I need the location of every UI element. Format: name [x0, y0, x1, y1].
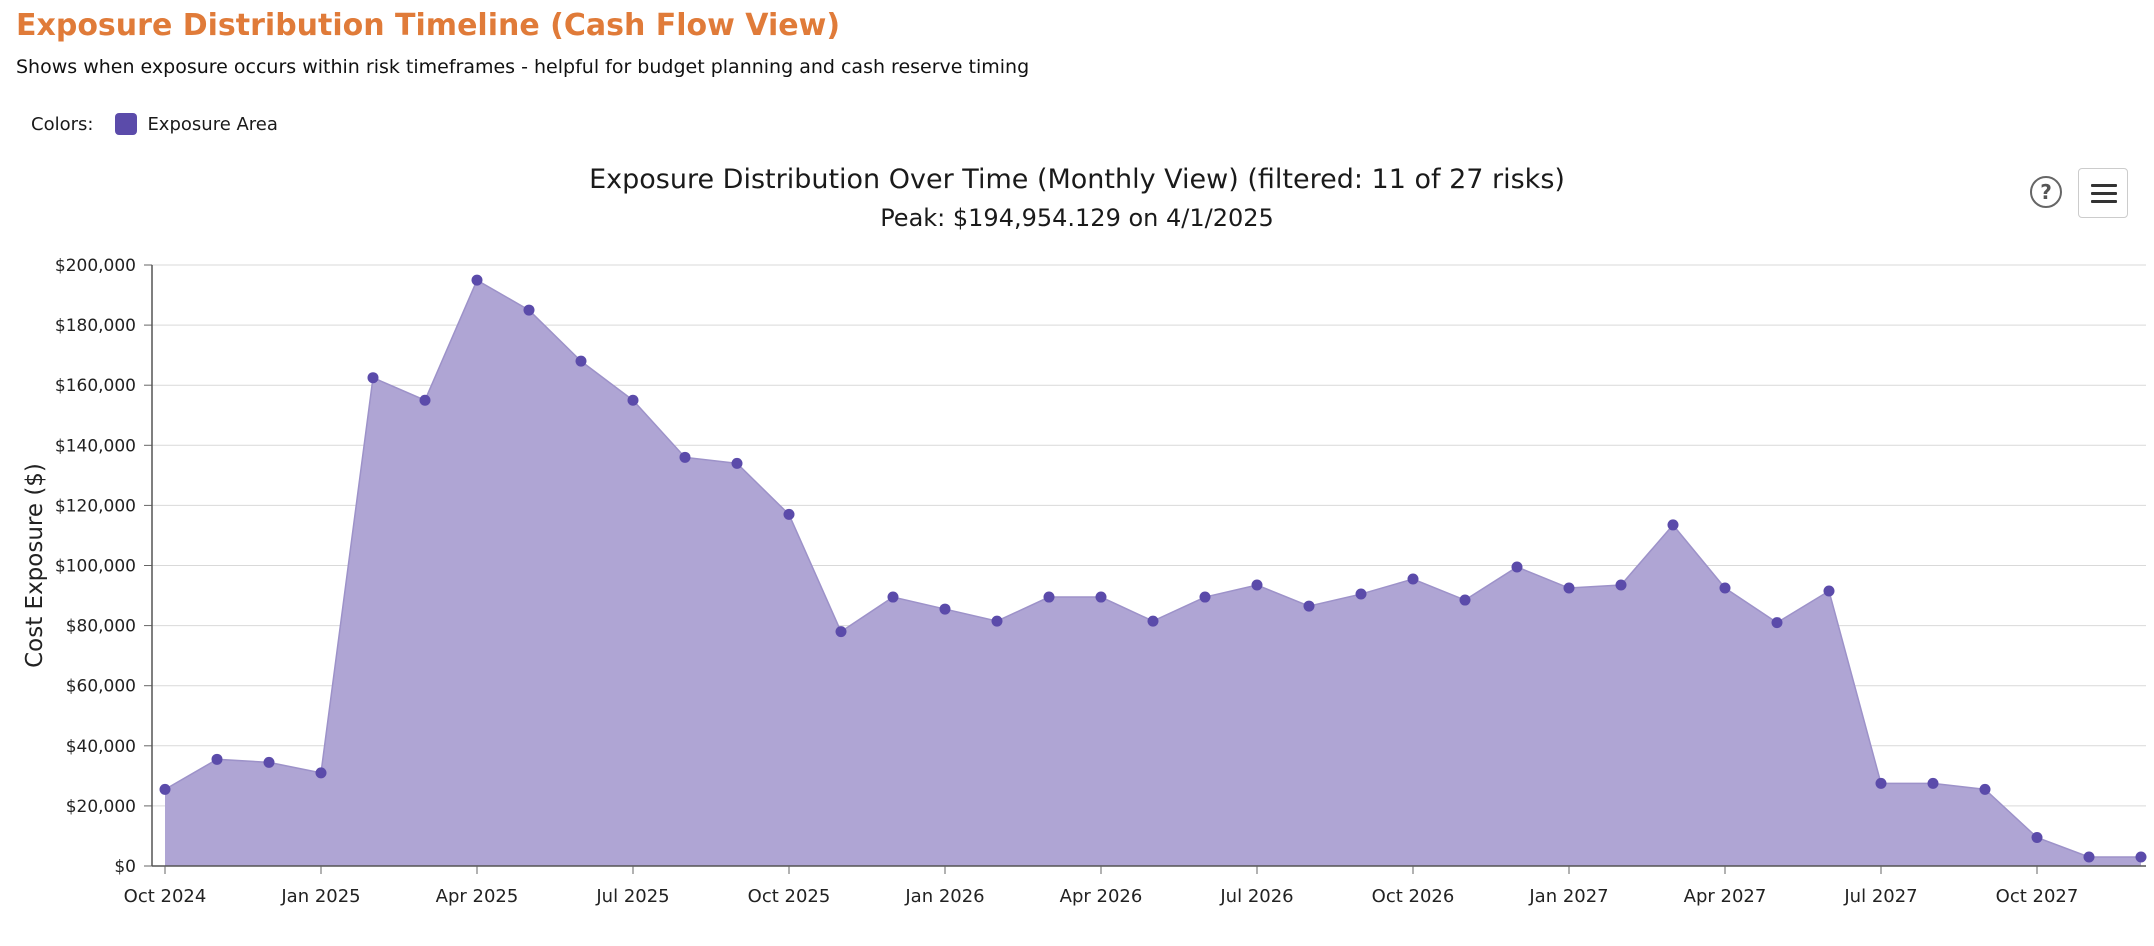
y-tick-label: $200,000 — [55, 256, 136, 276]
data-point — [367, 372, 379, 384]
data-point — [575, 355, 587, 367]
data-point — [1407, 573, 1419, 585]
help-icon: ? — [2040, 180, 2052, 204]
data-point — [1251, 579, 1263, 591]
chart-title: Exposure Distribution Over Time (Monthly… — [589, 164, 1565, 195]
x-tick-label: Jan 2025 — [280, 886, 360, 907]
y-tick-label: $20,000 — [66, 797, 136, 817]
data-point — [1303, 600, 1315, 612]
exposure-area — [165, 280, 2141, 867]
legend-prefix: Colors: — [31, 113, 94, 135]
data-point — [1615, 579, 1627, 591]
data-point — [731, 457, 743, 469]
data-point — [1719, 582, 1731, 594]
data-point — [2135, 851, 2147, 863]
data-point — [419, 394, 431, 406]
data-point — [1823, 585, 1835, 597]
help-button[interactable]: ? — [2030, 176, 2062, 208]
x-tick-label: Apr 2027 — [1684, 886, 1767, 907]
data-point — [471, 274, 483, 286]
data-point — [887, 591, 899, 603]
chart-subtitle: Peak: $194,954.129 on 4/1/2025 — [880, 204, 1274, 232]
x-tick-label: Apr 2026 — [1060, 886, 1143, 907]
data-point — [211, 753, 223, 765]
data-point — [1459, 594, 1471, 606]
data-point — [159, 783, 171, 795]
data-point — [315, 767, 327, 779]
x-tick-label: Jul 2026 — [1219, 886, 1293, 907]
x-tick-label: Jan 2026 — [904, 886, 984, 907]
legend-item-label: Exposure Area — [147, 113, 278, 135]
x-tick-label: Jul 2027 — [1843, 886, 1917, 907]
data-point — [1979, 783, 1991, 795]
legend-swatch — [115, 113, 138, 135]
data-point — [783, 508, 795, 520]
page-title: Exposure Distribution Timeline (Cash Flo… — [16, 8, 841, 43]
data-point — [1355, 588, 1367, 600]
chart-menu-button[interactable] — [2078, 168, 2128, 218]
x-tick-label: Apr 2025 — [436, 886, 519, 907]
data-point — [835, 626, 847, 638]
data-point — [2083, 851, 2095, 863]
y-tick-label: $0 — [114, 857, 136, 877]
data-point — [939, 603, 951, 615]
data-point — [1563, 582, 1575, 594]
x-tick-label: Jan 2027 — [1528, 886, 1608, 907]
data-point — [1875, 777, 1887, 789]
x-tick-label: Jul 2025 — [595, 886, 669, 907]
data-point — [1043, 591, 1055, 603]
data-point — [1095, 591, 1107, 603]
x-tick-label: Oct 2024 — [124, 886, 207, 907]
y-tick-label: $120,000 — [55, 496, 136, 516]
y-tick-label: $80,000 — [66, 617, 136, 637]
x-tick-label: Oct 2025 — [748, 886, 831, 907]
data-point — [1771, 617, 1783, 629]
x-tick-label: Oct 2026 — [1372, 886, 1455, 907]
data-point — [991, 615, 1003, 627]
data-point — [1147, 615, 1159, 627]
data-point — [1927, 777, 1939, 789]
data-point — [2031, 831, 2043, 843]
data-point — [1511, 561, 1523, 573]
y-tick-label: $100,000 — [55, 557, 136, 577]
data-point — [263, 756, 275, 768]
y-tick-label: $160,000 — [55, 376, 136, 396]
y-tick-label: $60,000 — [66, 677, 136, 697]
data-point — [627, 394, 639, 406]
data-point — [523, 304, 535, 316]
data-point — [1667, 519, 1679, 531]
color-legend: Colors: Exposure Area — [31, 113, 278, 135]
data-point — [679, 451, 691, 463]
y-tick-label: $180,000 — [55, 316, 136, 336]
x-tick-label: Oct 2027 — [1996, 886, 2079, 907]
y-tick-label: $40,000 — [66, 737, 136, 757]
page-subtitle: Shows when exposure occurs within risk t… — [16, 56, 1030, 78]
y-axis-title: Cost Exposure ($) — [22, 463, 48, 668]
y-tick-label: $140,000 — [55, 436, 136, 456]
data-point — [1199, 591, 1211, 603]
